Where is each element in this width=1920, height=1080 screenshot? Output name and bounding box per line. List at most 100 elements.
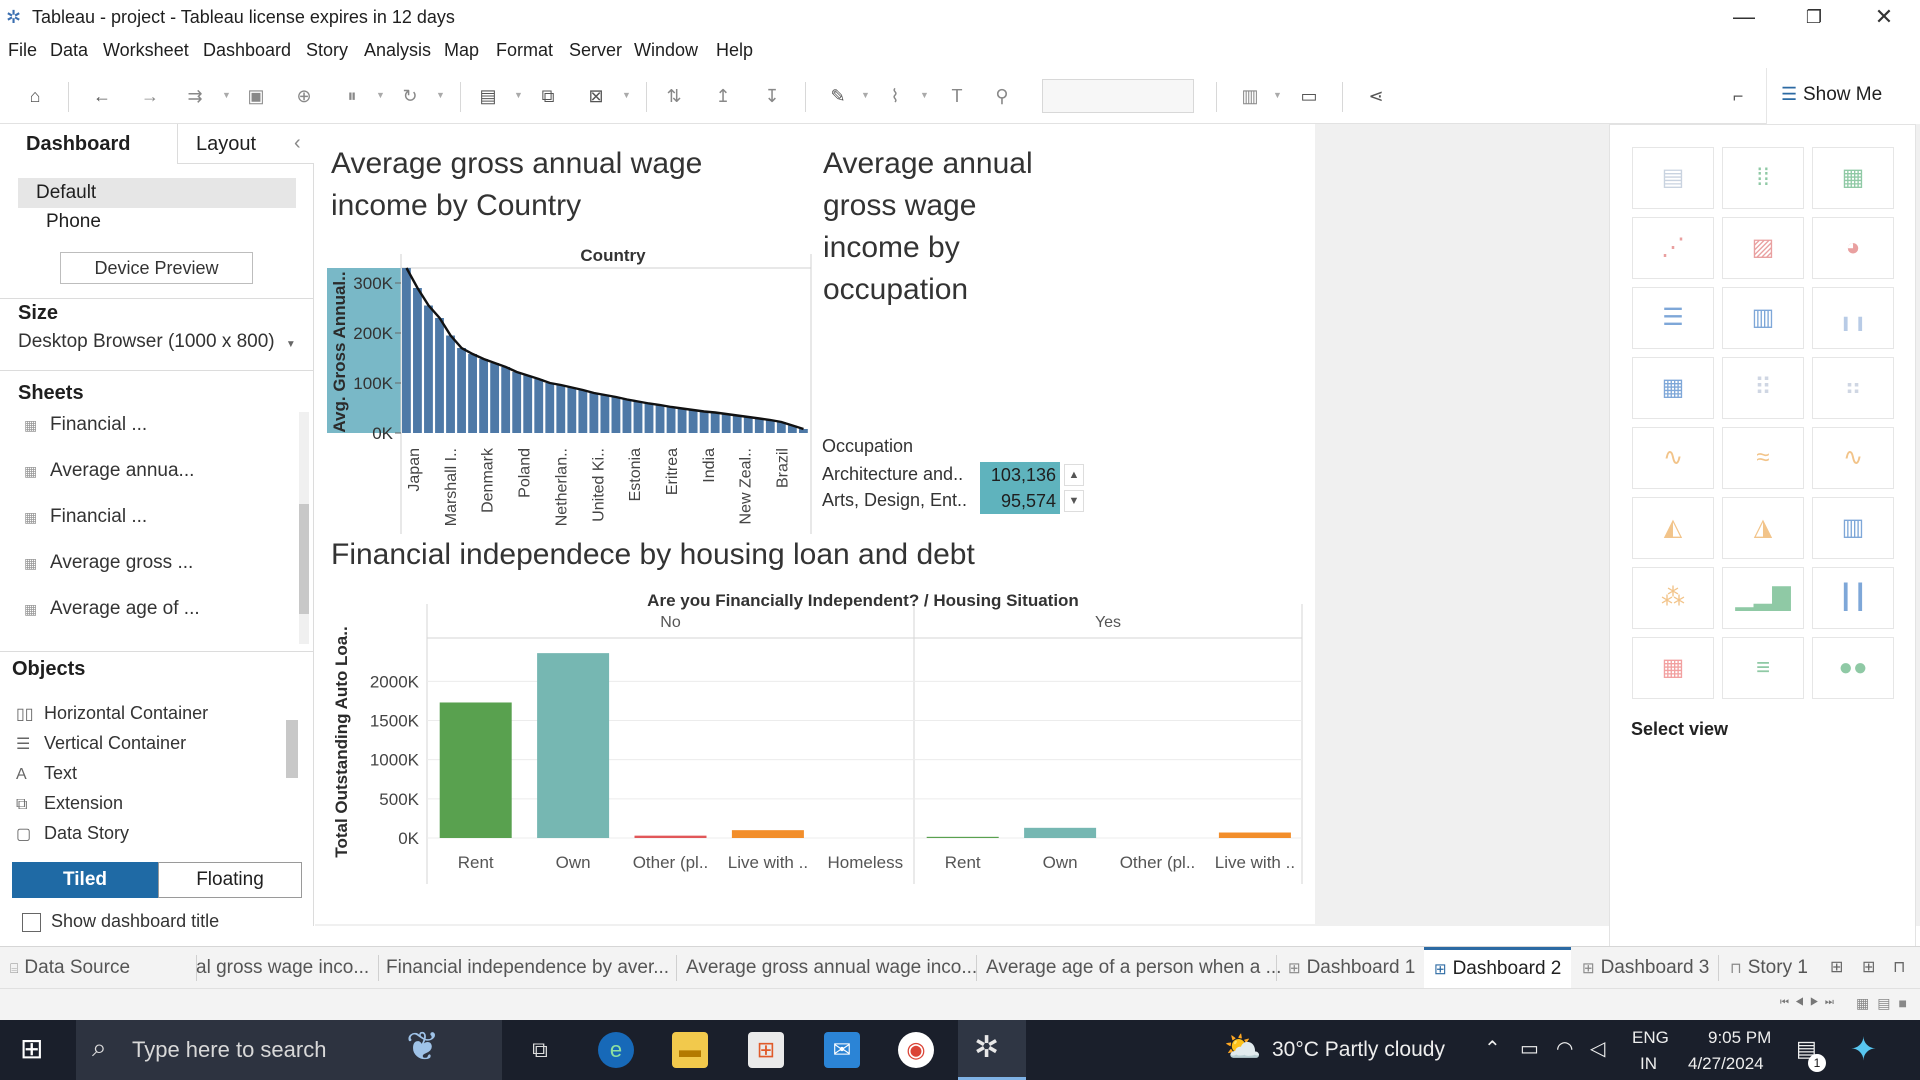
show-title-checkbox[interactable] — [22, 913, 41, 932]
swap-icon[interactable]: ⇅ — [666, 86, 682, 106]
scrollbar-thumb[interactable] — [299, 504, 309, 614]
tab-story-1[interactable]: ⊓ Story 1 — [1730, 947, 1808, 989]
fit-dropdown[interactable] — [1042, 79, 1194, 113]
object-vertical-container[interactable]: ☰ Vertical Container — [16, 733, 186, 754]
clear-sheet-icon[interactable]: ⊠ — [588, 86, 604, 106]
new-dashboard-icon[interactable]: ⊞ — [1862, 959, 1876, 976]
menu-story[interactable]: Story — [306, 40, 349, 60]
menu-dashboard[interactable]: Dashboard — [203, 40, 292, 60]
chart-type-option[interactable]: ▥ — [1812, 497, 1894, 559]
occupation-table[interactable]: Occupation Architecture and.. 103,136 ▲ … — [822, 436, 1102, 514]
tab-navigation-icons[interactable]: ⏮◀▶⏭ — [1780, 997, 1840, 1008]
dropdown-arrow-icon[interactable]: ▼ — [1273, 90, 1282, 100]
scroll-down-icon[interactable]: ▼ — [1064, 490, 1084, 512]
battery-icon[interactable]: ▭ — [1520, 1038, 1539, 1060]
clock-time[interactable]: 9:05 PM — [1708, 1028, 1772, 1047]
menu-map[interactable]: Map — [444, 40, 480, 60]
minimize-button[interactable]: — — [1733, 4, 1755, 29]
chart-type-option[interactable]: ▥ — [1722, 287, 1804, 349]
group-icon[interactable]: ⌇ — [890, 86, 900, 106]
view-mode-icons[interactable]: ▦▤■ — [1856, 995, 1915, 1011]
object-horizontal-container[interactable]: ▯▯ Horizontal Container — [16, 703, 208, 724]
chart-type-option[interactable]: ┃┃ — [1812, 567, 1894, 629]
weather-text[interactable]: 30°C Partly cloudy — [1272, 1038, 1445, 1061]
copilot-icon[interactable]: ✦ — [1850, 1031, 1877, 1067]
floating-button[interactable]: Floating — [158, 862, 302, 898]
microsoft-store-icon[interactable]: ⊞ — [748, 1032, 784, 1068]
new-worksheet-icon[interactable]: ▤ — [479, 86, 497, 106]
close-button[interactable]: ✕ — [1874, 4, 1894, 29]
format-painter-icon[interactable]: ⌐ — [1732, 86, 1744, 106]
labels-icon[interactable]: T — [951, 86, 963, 106]
chart-type-option[interactable]: ▦ — [1812, 147, 1894, 209]
refresh-icon[interactable]: ↻ — [402, 86, 418, 106]
pin-icon[interactable]: ⚲ — [995, 86, 1009, 106]
menu-data[interactable]: Data — [50, 40, 89, 60]
dropdown-arrow-icon[interactable]: ▼ — [861, 90, 870, 100]
task-view-icon[interactable]: ⧉ — [532, 1037, 548, 1062]
object-extension[interactable]: ⧉ Extension — [16, 793, 123, 814]
menu-window[interactable]: Window — [634, 40, 699, 60]
chart-type-option[interactable]: ▨ — [1722, 217, 1804, 279]
save-icon[interactable]: ▣ — [247, 86, 265, 106]
chart-type-option[interactable]: ▤ — [1632, 147, 1714, 209]
table-row[interactable]: Arts, Design, Ent.. 95,574 ▼ — [822, 488, 1102, 514]
device-phone[interactable]: Phone — [46, 211, 101, 232]
mail-icon[interactable]: ✉ — [824, 1032, 860, 1068]
menu-format[interactable]: Format — [496, 40, 554, 60]
file-explorer-icon[interactable]: ▬ — [672, 1032, 708, 1068]
chart-type-option[interactable]: ▁▂▇ — [1722, 567, 1804, 629]
menu-help[interactable]: Help — [716, 40, 754, 60]
device-preview-button[interactable]: Device Preview — [60, 252, 253, 284]
sort-ascending-icon[interactable]: ↥ — [715, 86, 731, 106]
chart-type-option[interactable]: ◭ — [1632, 497, 1714, 559]
objects-scrollbar[interactable] — [286, 692, 298, 974]
scroll-up-icon[interactable]: ▲ — [1064, 464, 1084, 486]
dropdown-arrow-icon[interactable]: ▼ — [514, 90, 523, 100]
sheet-item[interactable]: ▦ Average annua... — [24, 460, 194, 482]
sheet-item[interactable]: ▦ Financial ... — [24, 506, 147, 528]
tab-sheet[interactable]: Average age of a person when a ... — [986, 947, 1281, 989]
chart-type-option[interactable]: ⁂ — [1632, 567, 1714, 629]
tiled-button[interactable]: Tiled — [12, 862, 158, 898]
new-data-source-icon[interactable]: ⊕ — [296, 86, 312, 106]
chart-type-option[interactable]: ☰ — [1632, 287, 1714, 349]
tab-dashboard-1[interactable]: ⊞ Dashboard 1 — [1288, 947, 1415, 989]
menu-analysis[interactable]: Analysis — [364, 40, 432, 60]
chart-type-option[interactable]: ⠶ — [1812, 357, 1894, 419]
sheet-item[interactable]: ▦ Average gross ... — [24, 552, 193, 574]
chart-type-option[interactable]: ▦ — [1632, 637, 1714, 699]
menu-worksheet[interactable]: Worksheet — [103, 40, 189, 60]
duplicate-icon[interactable]: ⧉ — [541, 86, 555, 106]
collapse-icon[interactable]: ‹ — [294, 132, 301, 154]
new-story-icon[interactable]: ⊓ — [1893, 959, 1906, 976]
dropdown-arrow-icon[interactable]: ▼ — [222, 90, 231, 100]
chart-type-option[interactable]: ≈ — [1722, 427, 1804, 489]
device-default[interactable]: Default — [18, 178, 296, 208]
menu-file[interactable]: File — [8, 40, 38, 60]
tab-sheet[interactable]: Average gross annual wage inco... — [686, 947, 977, 989]
dropdown-arrow-icon[interactable]: ▼ — [622, 90, 631, 100]
menu-server[interactable]: Server — [569, 40, 623, 60]
presentation-mode-icon[interactable]: ▭ — [1300, 86, 1318, 106]
tab-sheet[interactable]: al gross wage inco... — [196, 947, 374, 989]
sheet-item[interactable]: ▦ Financial ... — [24, 414, 147, 436]
scrollbar-thumb[interactable] — [286, 720, 298, 778]
tab-dashboard-2[interactable]: ⊞ Dashboard 2 — [1424, 947, 1572, 989]
chrome-icon[interactable]: ◉ — [898, 1032, 934, 1068]
chart-type-option[interactable]: ⠿ — [1722, 357, 1804, 419]
chart-type-option[interactable]: ⋰ — [1632, 217, 1714, 279]
maximize-button[interactable]: ❐ — [1805, 7, 1823, 27]
edge-browser-icon[interactable]: e — [598, 1032, 634, 1068]
show-cards-icon[interactable]: ▥ — [1241, 86, 1259, 106]
chart-type-option[interactable]: ⁞⁞ — [1722, 147, 1804, 209]
sort-descending-icon[interactable]: ↧ — [764, 86, 780, 106]
dropdown-arrow-icon[interactable]: ▼ — [376, 90, 385, 100]
chart-type-option[interactable]: ●● — [1812, 637, 1894, 699]
replay-icon[interactable]: ⇉ — [187, 86, 203, 106]
dropdown-arrow-icon[interactable]: ▼ — [920, 90, 929, 100]
sheets-scrollbar[interactable] — [299, 412, 309, 644]
object-text[interactable]: A Text — [16, 763, 77, 784]
table-row[interactable]: Architecture and.. 103,136 ▲ — [822, 462, 1102, 488]
tab-layout[interactable]: Layout — [177, 124, 314, 164]
